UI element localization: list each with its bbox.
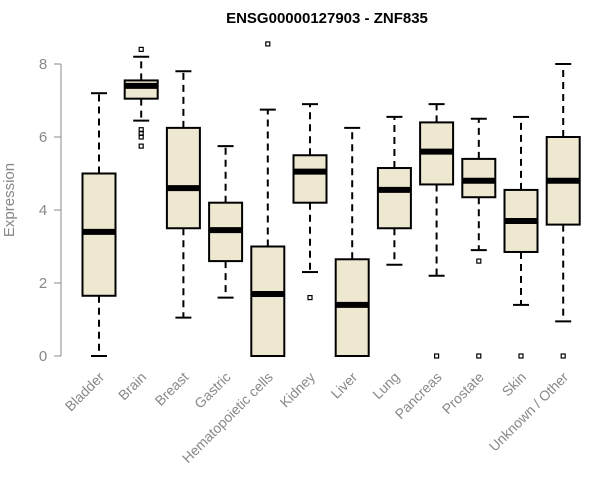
outlier-point <box>138 143 144 149</box>
y-tick-label: 2 <box>39 275 47 292</box>
x-tick-label: Pancreas <box>392 369 445 422</box>
y-axis-label: Expression <box>1 163 18 237</box>
box-pancreas <box>419 103 455 359</box>
x-tick-label: Breast <box>152 369 192 409</box>
outlier-point <box>138 46 144 53</box>
y-tick-label: 6 <box>39 129 47 146</box>
box-unknown-other <box>545 63 581 359</box>
boxes-group <box>81 41 581 359</box>
x-tick-label: Kidney <box>277 369 319 411</box>
box-bladder <box>81 92 117 357</box>
x-tick-label: Unknown / Other <box>486 369 572 455</box>
box-brain <box>123 46 159 149</box>
box-lung <box>376 115 412 266</box>
x-tick-label: Lung <box>369 369 402 402</box>
box-prostate <box>461 117 497 359</box>
iqr-box <box>292 154 328 204</box>
outlier-point <box>265 41 271 47</box>
box-liver <box>334 126 370 357</box>
y-tick-label: 0 <box>39 348 47 365</box>
x-tick-label: Prostate <box>439 369 487 417</box>
box-breast <box>165 70 201 319</box>
outlier-point <box>476 353 482 359</box>
y-tick-label: 4 <box>39 202 47 219</box>
y-axis: 0 2 4 6 8 <box>39 56 62 365</box>
outlier-point <box>434 353 440 359</box>
outlier-point <box>560 353 566 359</box>
outlier-point <box>476 258 482 264</box>
x-tick-label: Bladder <box>62 369 108 415</box>
x-tick-label: Skin <box>499 369 530 400</box>
iqr-box <box>376 167 412 230</box>
y-tick-label: 8 <box>39 56 47 73</box>
outlier-point <box>307 295 313 301</box>
x-tick-label: Liver <box>328 369 361 402</box>
chart-title: ENSG00000127903 - ZNF835 <box>226 10 428 27</box>
box-kidney <box>292 103 328 301</box>
x-tick-label: Brain <box>115 369 149 403</box>
outlier-point <box>138 134 144 140</box>
iqr-box <box>250 245 286 357</box>
iqr-box <box>165 126 201 230</box>
box-hematopoietic-cells <box>250 41 286 357</box>
box-gastric <box>208 145 244 299</box>
outlier-point <box>518 353 524 359</box>
box-skin <box>503 115 539 359</box>
